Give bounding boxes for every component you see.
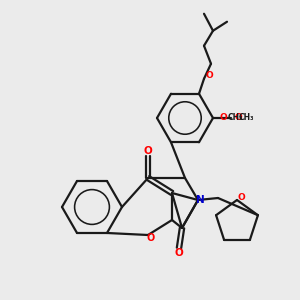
Text: O: O — [234, 113, 242, 122]
Text: O: O — [147, 233, 155, 243]
Text: O: O — [237, 194, 245, 202]
Text: CH₃: CH₃ — [227, 113, 243, 122]
Text: O: O — [144, 146, 152, 156]
Text: N: N — [196, 195, 204, 205]
Text: CH₃: CH₃ — [238, 113, 254, 122]
Text: O: O — [205, 71, 213, 80]
Text: O: O — [219, 113, 227, 122]
Text: O: O — [175, 248, 183, 258]
